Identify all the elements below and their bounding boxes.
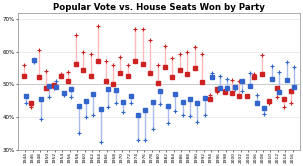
- Title: Popular Vote vs. House Seats Won by Party: Popular Vote vs. House Seats Won by Part…: [53, 3, 265, 12]
